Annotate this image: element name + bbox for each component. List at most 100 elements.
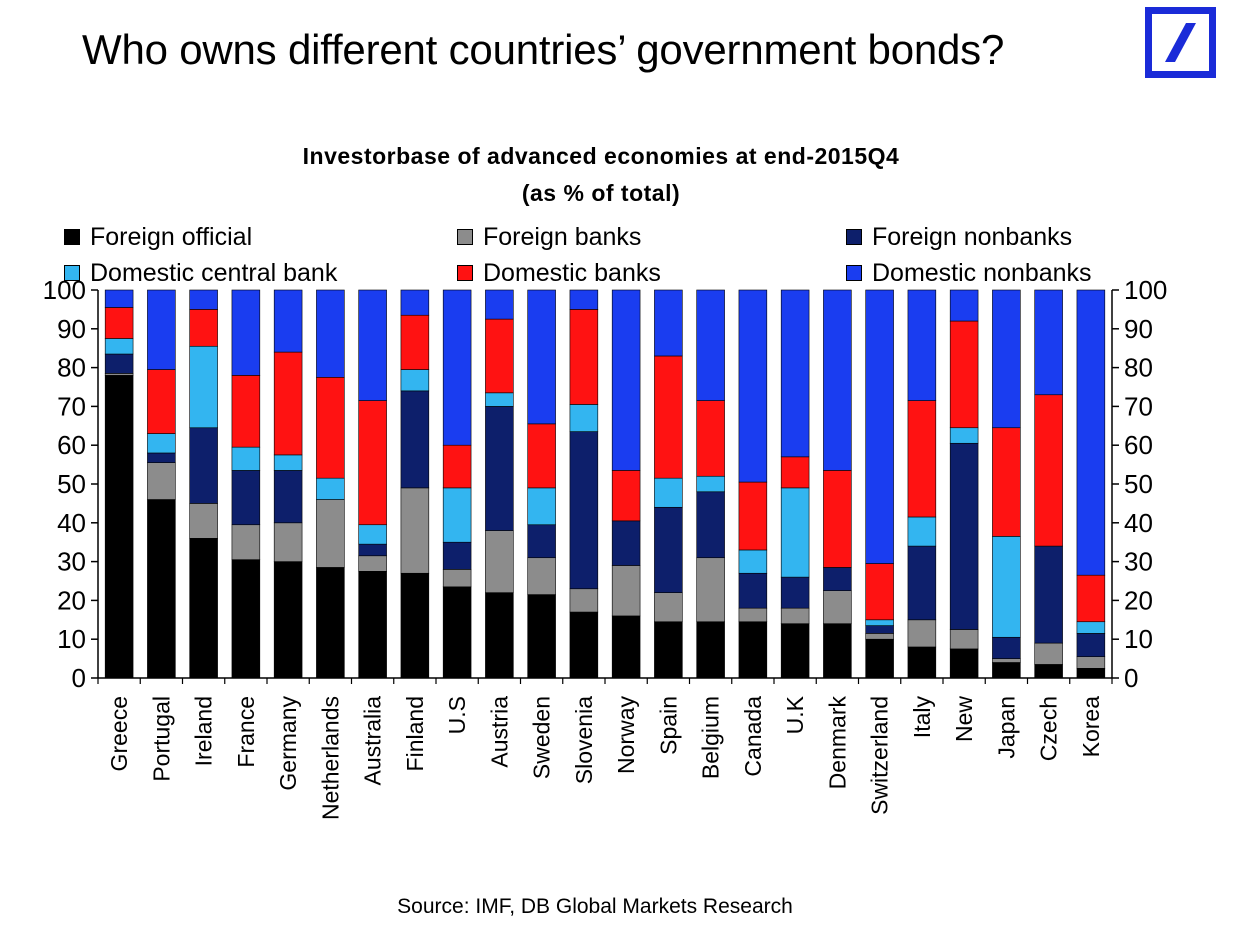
- bar-segment: [992, 636, 1021, 659]
- bar-segment: [992, 658, 1021, 663]
- y-tick-label-left: 80: [57, 353, 86, 383]
- x-tick-label: U.K: [782, 695, 808, 734]
- bar-segment: [611, 520, 641, 566]
- bar-segment: [231, 375, 261, 448]
- y-tick-label-right: 80: [1124, 353, 1153, 383]
- legend-item-domestic-central-bank: Domestic central bank: [64, 258, 337, 288]
- bar-segment: [527, 524, 556, 559]
- bar-segment: [611, 470, 641, 522]
- legend-swatch: [457, 265, 473, 281]
- legend-item-foreign-nonbanks: Foreign nonbanks: [846, 222, 1072, 252]
- legend-swatch: [846, 229, 862, 245]
- bar-segment: [738, 621, 768, 679]
- bar-segment: [738, 549, 768, 574]
- bar-segment: [569, 289, 599, 310]
- x-tick-label: France: [233, 696, 259, 768]
- x-tick-label: Greece: [106, 696, 132, 771]
- page-title: Who owns different countries’ government…: [82, 26, 1005, 73]
- bar-segment: [316, 499, 345, 568]
- x-tick-label: U.S: [444, 696, 470, 734]
- bar-segment: [611, 615, 641, 679]
- y-tick-label-right: 100: [1124, 275, 1167, 305]
- bar-segment: [696, 621, 725, 679]
- bar-segment: [147, 452, 176, 463]
- bar-segment: [569, 588, 599, 613]
- bar-segment: [273, 289, 303, 353]
- legend-label: Domestic nonbanks: [872, 258, 1092, 287]
- bar-segment: [949, 442, 979, 630]
- bar-segment: [654, 355, 683, 479]
- bar-segment: [485, 318, 514, 394]
- y-tick-label-left: 0: [72, 663, 86, 693]
- x-tick-label: Belgium: [698, 696, 724, 779]
- bar-segment: [1076, 633, 1106, 657]
- bar-segment: [485, 592, 514, 679]
- bar-segment: [1076, 656, 1106, 669]
- bar-segment: [442, 444, 472, 489]
- y-tick-label-right: 40: [1124, 508, 1153, 538]
- bar-segment: [780, 456, 810, 489]
- legend-swatch: [64, 265, 80, 281]
- y-tick-label-left: 10: [57, 624, 86, 654]
- y-tick-label-left: 30: [57, 547, 86, 577]
- bar-segment: [147, 433, 176, 454]
- bar-segment: [400, 487, 430, 574]
- bar-segment: [400, 572, 430, 679]
- bar-segment: [147, 499, 176, 679]
- bar-segment: [189, 309, 218, 347]
- x-tick-label: Czech: [1036, 696, 1062, 761]
- bar-segment: [104, 289, 134, 308]
- legend-label: Foreign nonbanks: [872, 222, 1073, 251]
- y-tick-label-right: 50: [1124, 469, 1153, 499]
- legend-item-foreign-official: Foreign official: [64, 222, 252, 252]
- bar-segment: [907, 646, 937, 679]
- bar-segment: [273, 351, 303, 456]
- bar-segment: [485, 530, 514, 593]
- bar-segment: [189, 345, 218, 429]
- bar-segment: [104, 307, 134, 339]
- bar-segment: [104, 373, 134, 376]
- bar-segment: [189, 427, 218, 504]
- x-tick-label: Norway: [613, 696, 639, 774]
- y-tick-label-right: 20: [1124, 585, 1153, 615]
- bar-segment: [442, 289, 472, 446]
- bar-segment: [738, 481, 768, 551]
- y-tick-label-right: 70: [1124, 391, 1153, 421]
- y-tick-label-right: 0: [1124, 663, 1138, 693]
- legend-label: Domestic banks: [483, 258, 661, 287]
- x-tick-label: Denmark: [824, 696, 850, 790]
- bar-segment: [823, 590, 852, 624]
- bar-segment: [907, 289, 937, 401]
- bar-segment: [654, 621, 683, 679]
- bar-segment: [527, 423, 556, 489]
- bar-segment: [1034, 394, 1063, 547]
- bar-segment: [569, 611, 599, 679]
- y-tick-label-right: 90: [1124, 314, 1153, 344]
- bar-segment: [1076, 289, 1106, 576]
- bar-segment: [1076, 667, 1106, 679]
- bar-segment: [442, 586, 472, 679]
- source-note: Source: IMF, DB Global Markets Research: [397, 895, 793, 918]
- bar-segment: [527, 487, 556, 526]
- x-tick-label: Finland: [402, 696, 428, 771]
- y-tick-label-right: 30: [1124, 547, 1153, 577]
- y-tick-label-right: 10: [1124, 624, 1153, 654]
- bar-segment: [231, 524, 261, 560]
- y-tick-label-left: 70: [57, 391, 86, 421]
- bar-segment: [358, 524, 387, 545]
- x-tick-label: Switzerland: [867, 696, 893, 815]
- y-tick-label-left: 40: [57, 508, 86, 538]
- bar-segment: [316, 289, 345, 378]
- bar-segment: [104, 375, 134, 679]
- y-tick-label-left: 90: [57, 314, 86, 344]
- bar-segment: [654, 289, 683, 357]
- y-tick-label-left: 50: [57, 469, 86, 499]
- bar-segment: [865, 289, 894, 564]
- bar-segment: [1034, 545, 1063, 644]
- x-tick-label: Slovenia: [571, 696, 597, 784]
- bar-segment: [1034, 289, 1063, 396]
- bar-segment: [358, 555, 387, 572]
- bar-segment: [400, 289, 430, 316]
- bar-segment: [992, 427, 1021, 537]
- bar-segment: [949, 629, 979, 650]
